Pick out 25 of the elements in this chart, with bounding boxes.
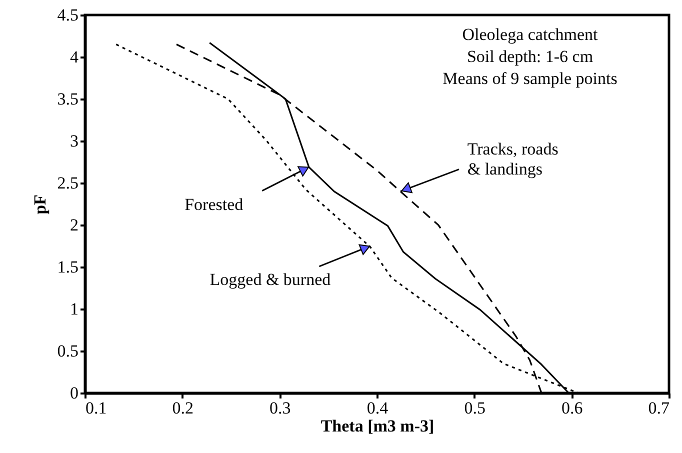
x-axis-title: Theta [m3 m-3] <box>320 416 434 436</box>
y-tick-label: 0 <box>70 384 78 402</box>
x-tick-label: 0.4 <box>366 398 389 418</box>
annotation: Logged & burned <box>210 270 332 289</box>
y-tick-label: 1 <box>70 300 78 318</box>
x-tick-label: 0.5 <box>464 398 486 418</box>
y-tick-label: 3 <box>70 132 78 150</box>
y-axis-title: pF <box>30 194 50 214</box>
y-tick-label: 0.5 <box>57 342 78 360</box>
annotation: Tracks, roads & landings <box>467 139 558 178</box>
x-tick-label: 0.2 <box>172 398 194 418</box>
annotation: Oleolega catchment <box>462 25 598 44</box>
annotation: Forested <box>184 195 244 214</box>
y-tick-label: 4.5 <box>57 6 78 24</box>
x-tick-label: 0.7 <box>648 398 670 418</box>
y-tick-label: 2.5 <box>57 174 78 192</box>
annotation: Means of 9 sample points <box>442 69 618 88</box>
x-tick-label: 0.6 <box>562 398 583 418</box>
y-tick-label: 2 <box>70 216 78 234</box>
y-tick-label: 1.5 <box>57 258 78 276</box>
x-tick-label: 0.1 <box>86 398 107 418</box>
y-tick-label: 4 <box>70 48 79 66</box>
y-tick-label: 3.5 <box>57 90 78 108</box>
annotation: Soil depth: 1-6 cm <box>466 47 594 66</box>
x-tick-label: 0.3 <box>270 398 291 418</box>
